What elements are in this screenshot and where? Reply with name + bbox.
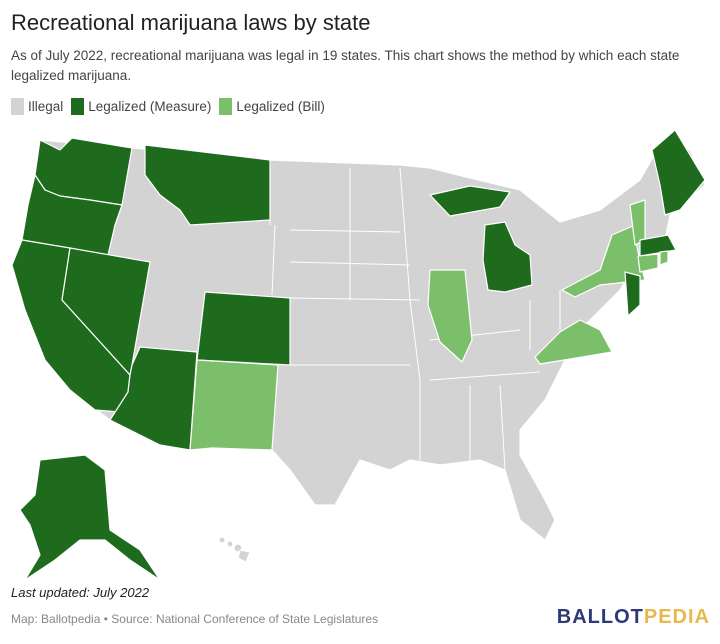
state-il — [427, 269, 473, 363]
us-map — [11, 129, 706, 581]
state-ri — [659, 250, 669, 266]
legend: Illegal Legalized (Measure) Legalized (B… — [11, 98, 325, 115]
state-nm — [189, 359, 279, 451]
state-mi — [482, 221, 533, 293]
state-me — [651, 129, 706, 216]
state-nj — [624, 271, 641, 317]
last-updated: Last updated: July 2022 — [11, 585, 150, 600]
legend-label: Illegal — [28, 99, 64, 114]
state-ct — [637, 253, 659, 273]
state-hi — [218, 536, 251, 563]
legend-measure: Legalized (Measure) — [71, 98, 211, 115]
subtitle: As of July 2022, recreational marijuana … — [11, 48, 680, 83]
legend-illegal: Illegal — [11, 98, 63, 115]
legend-label: Legalized (Bill) — [236, 99, 325, 114]
state-va — [534, 319, 613, 365]
page-title: Recreational marijuana laws by state — [11, 10, 371, 35]
ballotpedia-logo: BALLOTPEDIA — [557, 606, 710, 629]
state-co — [196, 291, 291, 366]
state-mi-up — [429, 185, 511, 217]
state-mt — [144, 144, 271, 226]
state-or — [21, 174, 123, 256]
source-note: Map: Ballotpedia • Source: National Conf… — [11, 612, 379, 626]
legend-bill: Legalized (Bill) — [219, 98, 325, 115]
logo-part: BALLOT — [556, 606, 644, 628]
state-ak — [19, 454, 161, 581]
logo-part: PEDIA — [643, 606, 710, 628]
legend-label: Legalized (Measure) — [88, 99, 212, 114]
